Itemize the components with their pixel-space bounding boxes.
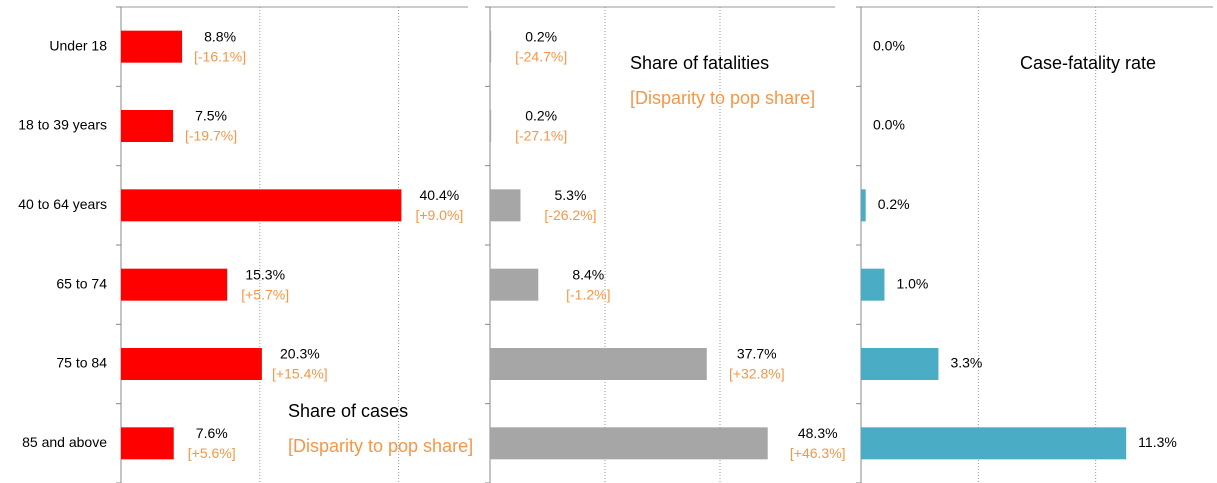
bar: [490, 110, 492, 142]
bar: [121, 30, 183, 63]
disparity-label: [-16.1%]: [194, 48, 246, 64]
disparity-label: [-26.2%]: [544, 207, 596, 223]
disparity-label: [+46.3%]: [790, 445, 846, 461]
value-label: 11.3%: [1138, 434, 1177, 450]
bar: [861, 189, 866, 222]
bar: [121, 110, 174, 142]
annotation: [Disparity to pop share]: [288, 436, 473, 456]
annotation: Share of fatalities: [630, 53, 769, 73]
value-label: 8.8%: [204, 28, 236, 44]
disparity-label: [+9.0%]: [415, 207, 463, 223]
bar: [490, 189, 521, 222]
bar: [121, 189, 402, 222]
disparity-label: [-24.7%]: [515, 48, 567, 64]
value-label: 0.2%: [525, 28, 557, 44]
value-label: 15.3%: [245, 266, 285, 282]
disparity-label: [-27.1%]: [515, 128, 567, 144]
value-label: 3.3%: [950, 355, 982, 371]
bar: [490, 427, 768, 460]
value-label: 0.2%: [878, 196, 910, 212]
category-label: Under 18: [49, 37, 107, 53]
disparity-label: [-1.2%]: [566, 286, 610, 302]
bar: [121, 348, 262, 380]
bar: [490, 268, 539, 301]
category-label: 75 to 84: [56, 355, 107, 371]
annotation: Case-fatality rate: [1020, 53, 1156, 73]
disparity-label: [+32.8%]: [729, 366, 785, 382]
value-label: 5.3%: [555, 187, 587, 203]
category-label: 85 and above: [22, 434, 107, 450]
value-label: 7.5%: [195, 108, 227, 124]
annotation: [Disparity to pop share]: [630, 88, 815, 108]
disparity-label: [+5.7%]: [241, 286, 289, 302]
bar: [861, 348, 939, 380]
bar: [490, 348, 707, 380]
disparity-label: [+15.4%]: [272, 366, 328, 382]
value-label: 37.7%: [737, 346, 777, 362]
category-label: 65 to 74: [56, 275, 107, 291]
value-label: 0.0%: [873, 37, 905, 53]
bar: [121, 427, 174, 460]
value-label: 0.0%: [873, 117, 905, 133]
value-label: 48.3%: [798, 425, 838, 441]
disparity-label: [-19.7%]: [185, 128, 237, 144]
value-label: 0.2%: [525, 108, 557, 124]
category-label: 18 to 39 years: [18, 117, 107, 133]
bar: [861, 268, 885, 301]
bar: [861, 427, 1127, 460]
bar: [490, 30, 492, 63]
bar: [121, 268, 228, 301]
annotation: Share of cases: [288, 401, 408, 421]
value-label: 20.3%: [280, 346, 320, 362]
value-label: 8.4%: [572, 266, 604, 282]
disparity-label: [+5.6%]: [188, 445, 236, 461]
value-label: 7.6%: [196, 425, 228, 441]
value-label: 40.4%: [420, 187, 460, 203]
category-label: 40 to 64 years: [18, 196, 107, 212]
value-label: 1.0%: [896, 275, 928, 291]
